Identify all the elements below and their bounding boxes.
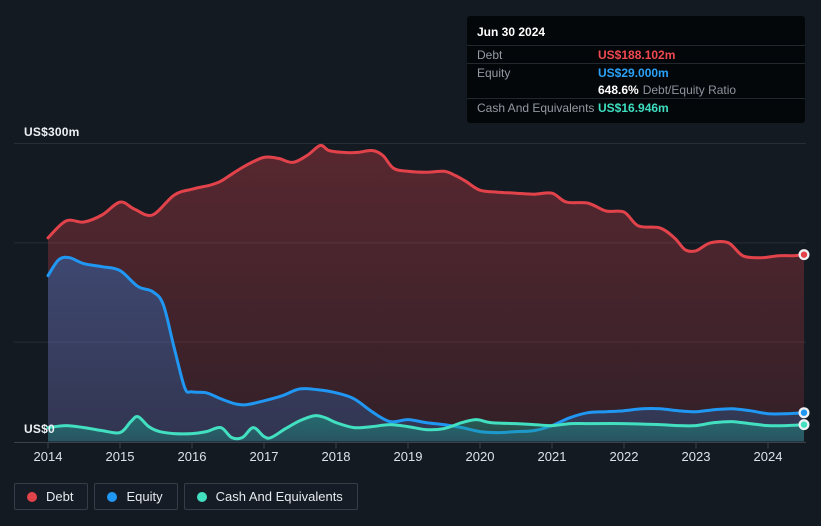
x-axis-label: 2018 [321, 449, 351, 464]
x-axis-label: 2019 [393, 449, 423, 464]
area-debt [48, 145, 804, 442]
tooltip-ratio-value: 648.6% [598, 82, 639, 97]
x-axis-label: 2017 [249, 449, 279, 464]
endpoint-dot [800, 409, 808, 416]
y-axis-label-max: US$300m [24, 125, 80, 139]
tooltip-cash-value: US$16.946m [598, 100, 669, 115]
x-axis-label: 2020 [465, 449, 495, 464]
x-axis-label: 2021 [537, 449, 567, 464]
x-axis-label: 2016 [177, 449, 207, 464]
tooltip: Jun 30 2024 Debt US$188.102m Equity US$2… [467, 16, 805, 123]
tooltip-ratio-label: Debt/Equity Ratio [642, 82, 737, 97]
debt-dot-icon [27, 491, 37, 502]
line-cash-and-equivalents [46, 414, 806, 441]
equity-dot-icon [107, 491, 118, 502]
tooltip-row-equity: Equity US$29.000m [467, 63, 805, 81]
y-axis-label-zero: US$0 [24, 422, 55, 436]
tooltip-cash-label: Cash And Equivalents [477, 100, 595, 115]
tooltip-date: Jun 30 2024 [477, 25, 546, 39]
cash-dot-icon [196, 491, 207, 502]
x-axis-label: 2015 [105, 449, 135, 464]
tooltip-debt-label: Debt [477, 47, 503, 62]
tooltip-equity-value: US$29.000m [598, 65, 669, 80]
legend: Debt Equity Cash And Equivalents [14, 483, 358, 510]
x-axis-label: 2014 [33, 449, 63, 464]
area-cash-and-equivalents [48, 415, 804, 442]
legend-label-cash: Cash And Equivalents [215, 489, 343, 504]
tooltip-equity-label: Equity [477, 65, 511, 80]
endpoint-dot [800, 251, 808, 258]
tooltip-row-ratio: 648.6% Debt/Equity Ratio [467, 81, 805, 98]
line-debt [46, 143, 806, 260]
tooltip-debt-value: US$188.102m [598, 47, 676, 62]
line-equity [46, 255, 806, 435]
legend-label-debt: Debt [46, 489, 74, 504]
legend-item-equity[interactable]: Equity [94, 483, 178, 510]
legend-item-debt[interactable]: Debt [14, 483, 89, 510]
legend-item-cash[interactable]: Cash And Equivalents [183, 483, 358, 510]
x-axis-label: 2022 [609, 449, 639, 464]
tooltip-row-cash: Cash And Equivalents US$16.946m [467, 98, 805, 116]
legend-label-equity: Equity [126, 489, 163, 504]
endpoint-dot [800, 421, 808, 428]
tooltip-row-debt: Debt US$188.102m [467, 45, 805, 63]
x-axis-label: 2023 [681, 449, 711, 464]
x-axis-label: 2024 [753, 449, 783, 464]
